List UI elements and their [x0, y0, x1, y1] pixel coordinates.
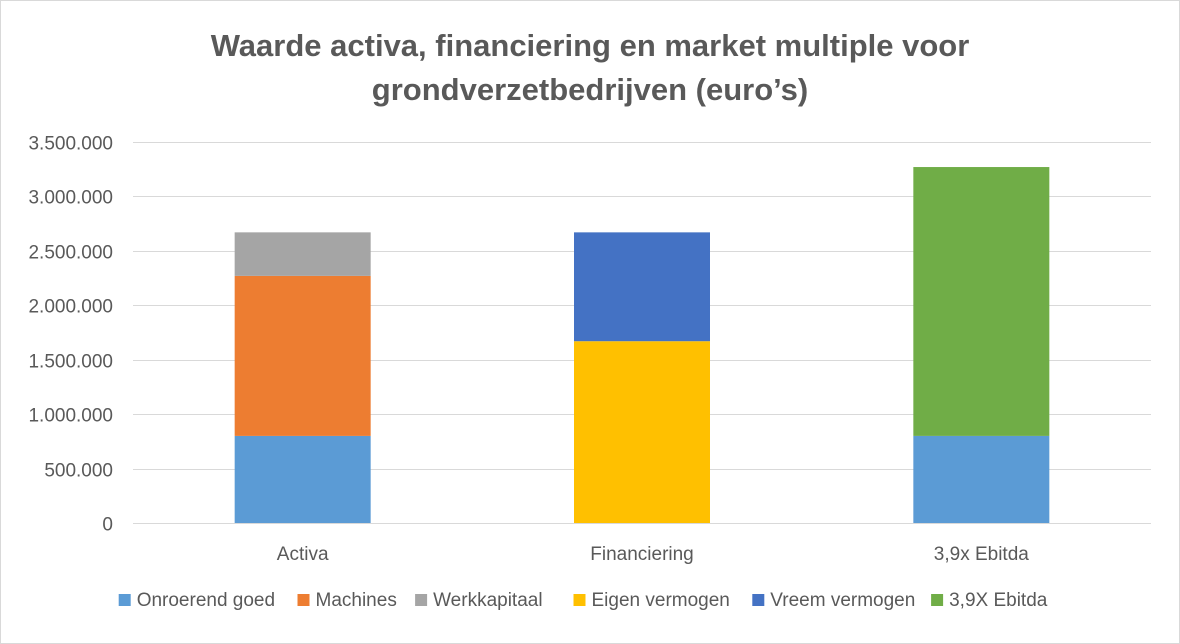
bar-segment-eigen-vermogen — [574, 341, 710, 523]
legend-item: Eigen vermogen — [573, 590, 730, 611]
legend-swatch — [752, 594, 765, 606]
bar-segment-onroerend-goed — [234, 435, 371, 523]
y-tick-label: 500.000 — [44, 461, 113, 482]
bars — [234, 167, 1050, 523]
bar-segment-werkkapitaal — [234, 232, 371, 276]
chart-title-line-2: grondverzetbedrijven (euro’s) — [372, 72, 808, 107]
y-tick-label: 0 — [102, 515, 113, 536]
legend-label: Vreem vermogen — [770, 590, 915, 611]
legend-label: Werkkapitaal — [433, 590, 542, 611]
legend-swatch — [931, 594, 944, 606]
bar-segment-onroerend-goed — [913, 435, 1050, 523]
y-tick-label: 3.500.000 — [28, 134, 113, 155]
legend-swatch — [118, 594, 131, 606]
x-category-label: Activa — [277, 544, 329, 565]
x-axis: Activa Financiering 3,9x Ebitda — [133, 523, 1151, 565]
legend-item: 3,9X Ebitda — [931, 590, 1048, 611]
bar-segment-3-9x-ebitda — [913, 167, 1050, 436]
legend-swatch — [297, 594, 310, 606]
legend-item: Onroerend goed — [118, 590, 275, 611]
bar-segment-vreem-vermogen — [574, 232, 710, 342]
legend-swatch — [573, 594, 586, 606]
legend-item: Machines — [297, 590, 397, 611]
legend-swatch — [415, 594, 428, 606]
legend-label: Eigen vermogen — [592, 590, 730, 611]
y-tick-label: 1.500.000 — [28, 352, 113, 373]
legend-label: Machines — [316, 590, 397, 611]
y-tick-label: 1.000.000 — [28, 406, 113, 427]
x-category-label: 3,9x Ebitda — [934, 544, 1029, 565]
legend-item: Werkkapitaal — [415, 590, 543, 611]
legend-label: 3,9X Ebitda — [949, 590, 1048, 611]
y-tick-label: 2.500.000 — [28, 243, 113, 264]
legend-item: Vreem vermogen — [752, 590, 915, 611]
chart-title: Waarde activa, financiering en market mu… — [211, 28, 970, 107]
x-category-label: Financiering — [590, 544, 694, 565]
bar-segment-machines — [234, 275, 371, 436]
y-axis: 0 500.000 1.000.000 1.500.000 2.000.000 2.500… — [28, 134, 113, 536]
chart-title-line-1: Waarde activa, financiering en market mu… — [211, 28, 970, 63]
y-tick-label: 3.000.000 — [28, 188, 113, 209]
legend: Onroerend goed Machines Werkkapitaal Eigen … — [118, 590, 1048, 611]
legend-label: Onroerend goed — [137, 590, 275, 611]
y-tick-label: 2.000.000 — [28, 297, 113, 318]
